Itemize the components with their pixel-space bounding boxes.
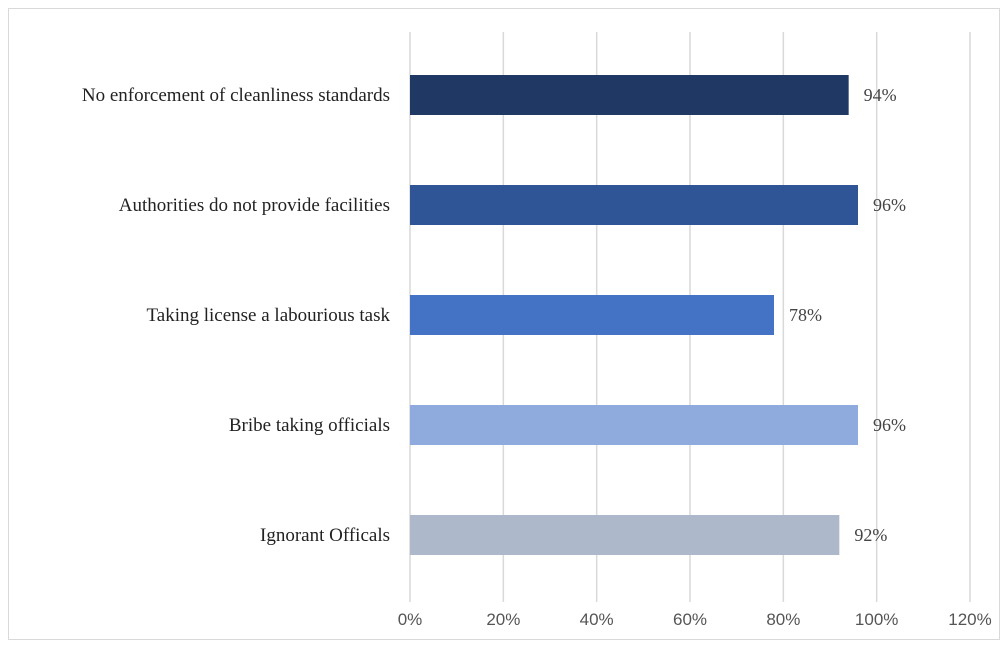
category-label-4: Bribe taking officials — [229, 415, 390, 436]
x-tick-label-0: 0% — [398, 610, 423, 629]
bar-2 — [410, 185, 858, 225]
x-tick-label-100: 100% — [855, 610, 898, 629]
category-label-1: No enforcement of cleanliness standards — [82, 85, 390, 106]
bar-1 — [410, 75, 849, 115]
category-label-5: Ignorant Officals — [260, 525, 390, 546]
bar-4 — [410, 405, 858, 445]
x-tick-label-60: 60% — [673, 610, 707, 629]
x-tick-labels: 0% 20% 40% 60% 80% 100% 120% — [398, 610, 992, 629]
bar-5 — [410, 515, 840, 555]
data-label-2: 96% — [873, 195, 906, 215]
category-label-3: Taking license a labourious task — [147, 305, 391, 326]
data-labels: 94% 96% 78% 96% 92% — [789, 85, 906, 545]
grid-lines — [409, 32, 971, 602]
data-label-1: 94% — [864, 85, 897, 105]
bars — [410, 75, 858, 555]
data-label-4: 96% — [873, 415, 906, 435]
x-tick-label-20: 20% — [486, 610, 520, 629]
x-tick-label-120: 120% — [948, 610, 991, 629]
category-label-2: Authorities do not provide facilities — [119, 195, 390, 216]
data-label-5: 92% — [854, 525, 887, 545]
x-tick-label-40: 40% — [580, 610, 614, 629]
bar-3 — [410, 295, 774, 335]
category-labels: No enforcement of cleanliness standards A… — [82, 85, 391, 546]
x-tick-label-80: 80% — [766, 610, 800, 629]
data-label-3: 78% — [789, 305, 822, 325]
